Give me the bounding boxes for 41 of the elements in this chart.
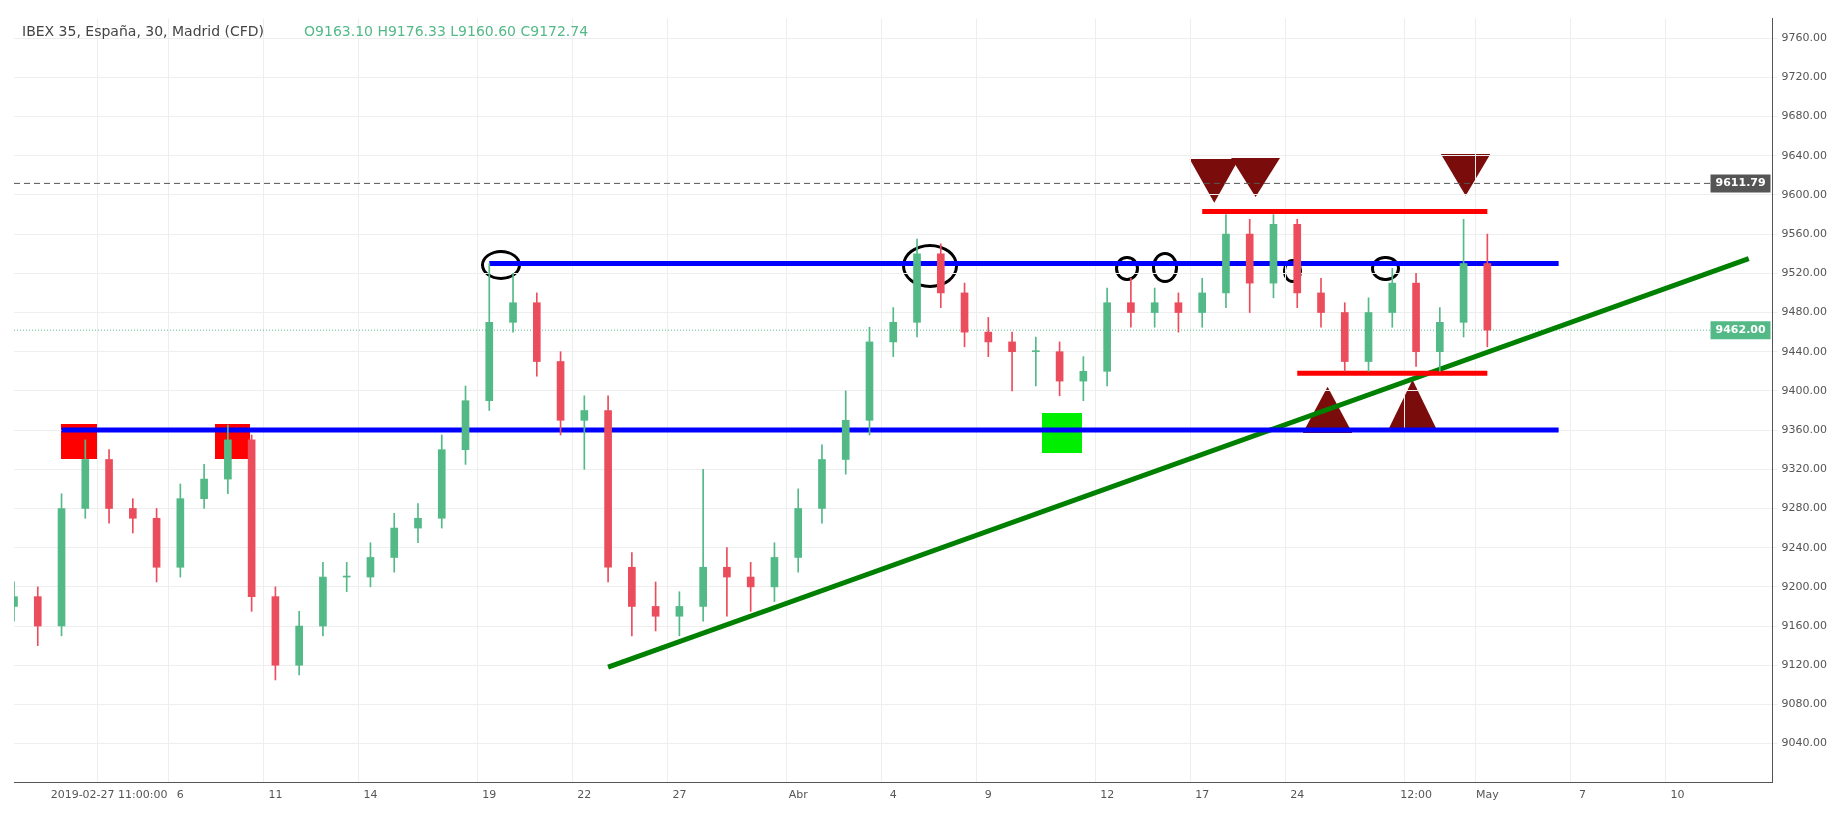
- y-tick-label: 9280.00: [1781, 501, 1828, 515]
- y-tick-label: 9600.00: [1781, 187, 1828, 201]
- chart-title: IBEX 35, España, 30, Madrid (CFD): [22, 23, 265, 40]
- y-tick-label: 9200.00: [1781, 579, 1828, 593]
- y-tick-label: 9680.00: [1781, 109, 1828, 123]
- x-tick-label: Abr: [788, 788, 809, 802]
- y-tick-label: 9560.00: [1781, 227, 1828, 240]
- y-tick-label: 9160.00: [1781, 618, 1828, 632]
- y-tick-label: 9320.00: [1781, 462, 1828, 476]
- x-tick-label: 14: [363, 788, 378, 802]
- x-tick-label: 12: [1100, 788, 1115, 802]
- x-tick-label: 9: [984, 788, 992, 802]
- y-tick-label: 9760.00: [1781, 31, 1828, 45]
- x-tick-label: 11: [268, 788, 283, 802]
- ref-line-label: 9462.00: [1715, 323, 1766, 337]
- y-tick-label: 9720.00: [1781, 70, 1828, 84]
- x-tick-label: 2019-02-27 11:00:00: [50, 788, 168, 802]
- x-tick-label: 19: [482, 788, 497, 802]
- candlestick: [1032, 336, 1040, 387]
- x-tick-label: 6: [176, 788, 184, 802]
- y-tick-label: 9040.00: [1781, 736, 1828, 750]
- y-tick-label: 9480.00: [1781, 305, 1828, 319]
- ref-line-label: 9611.79: [1715, 176, 1766, 190]
- x-tick-label: 10: [1670, 788, 1685, 802]
- x-tick-label: 27: [672, 788, 687, 802]
- x-tick-label: 22: [577, 788, 592, 802]
- y-tick-label: 9120.00: [1781, 658, 1828, 672]
- y-tick-label: 9640.00: [1781, 148, 1828, 162]
- y-tick-label: 9080.00: [1781, 697, 1828, 711]
- y-tick-label: 9400.00: [1781, 383, 1828, 397]
- x-tick-label: 17: [1195, 788, 1210, 802]
- x-tick-label: 12:00: [1400, 788, 1432, 802]
- x-tick-label: 4: [889, 788, 897, 802]
- y-tick-label: 9240.00: [1781, 540, 1828, 554]
- y-tick-label: 9360.00: [1781, 422, 1828, 436]
- y-tick-label: 9520.00: [1781, 266, 1828, 280]
- x-tick-label: 24: [1290, 788, 1305, 802]
- x-tick-label: May: [1475, 788, 1500, 802]
- x-tick-label: 7: [1578, 788, 1586, 802]
- chart-subtitle: O9163.10 H9176.33 L9160.60 C9172.74: [304, 23, 589, 40]
- y-tick-label: 9440.00: [1781, 344, 1828, 358]
